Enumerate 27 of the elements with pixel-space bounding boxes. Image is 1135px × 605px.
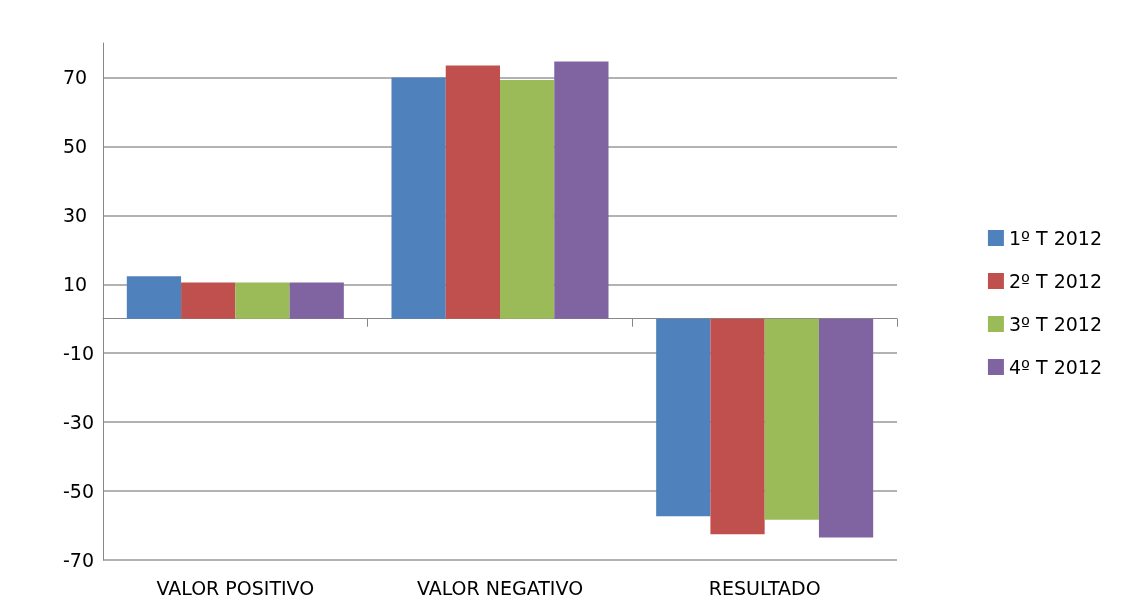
bar [445, 65, 500, 319]
y-tick-label: -70 [63, 549, 95, 571]
legend-label: 4º T 2012 [1008, 356, 1103, 378]
legend-label: 3º T 2012 [1008, 313, 1103, 335]
bar [181, 282, 236, 319]
legend-label: 1º T 2012 [1008, 227, 1103, 249]
y-tick-label: -10 [63, 342, 95, 365]
x-tick-label: VALOR POSITIVO [156, 576, 315, 599]
bar [126, 276, 182, 319]
y-tick-label: 70 [63, 66, 88, 89]
y-tick-label: 50 [63, 135, 88, 158]
legend-label: 2º T 2012 [1008, 270, 1103, 292]
y-tick-label: -30 [63, 411, 95, 434]
bar [554, 61, 609, 319]
x-tick-label: RESULTADO [708, 576, 821, 599]
y-tick-label: 30 [63, 204, 88, 227]
bar [391, 77, 446, 319]
y-tick-label: 10 [63, 273, 88, 296]
y-tick-label: -50 [63, 480, 95, 503]
bar [710, 318, 765, 535]
x-tick-label: VALOR NEGATIVO [416, 576, 584, 599]
bar [500, 79, 555, 319]
bar [656, 318, 711, 517]
bar [764, 318, 819, 520]
bar [818, 318, 874, 538]
bar [235, 282, 290, 319]
bar [289, 282, 344, 319]
